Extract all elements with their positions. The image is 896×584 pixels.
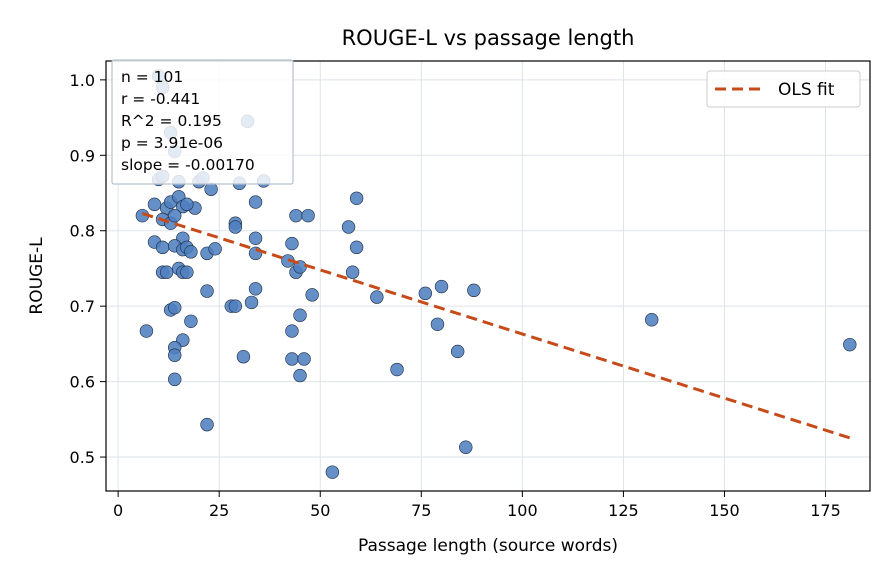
data-point <box>434 279 449 294</box>
y-tick-label: 0.7 <box>70 297 95 316</box>
data-point <box>430 317 445 331</box>
data-point <box>184 314 198 328</box>
y-tick-label: 0.6 <box>70 373 95 392</box>
data-point <box>843 337 857 352</box>
data-point <box>293 368 307 383</box>
plot-frame <box>105 60 871 492</box>
x-axis-label: Passage length (source words) <box>358 536 618 556</box>
data-point <box>459 440 473 454</box>
y-tick-label: 0.9 <box>70 146 95 165</box>
stat-n: n = 101 <box>121 68 183 86</box>
stat-r: r = -0.441 <box>121 90 200 108</box>
data-point <box>168 300 182 315</box>
legend: OLS fit <box>706 70 861 108</box>
data-point <box>301 208 315 223</box>
data-point <box>248 282 263 296</box>
data-point <box>285 236 299 251</box>
data-point <box>168 372 182 387</box>
y-tick-label: 0.5 <box>70 448 95 467</box>
legend-frame <box>706 70 861 108</box>
data-point <box>370 290 384 304</box>
data-point <box>159 265 174 279</box>
data-point <box>467 283 481 298</box>
data-point <box>147 197 162 212</box>
stat-slope: slope = -0.00170 <box>121 156 255 174</box>
data-point <box>236 350 251 364</box>
data-point <box>285 352 299 366</box>
data-point <box>349 191 364 205</box>
data-point <box>200 417 214 432</box>
x-tick-label: 50 <box>310 501 330 520</box>
x-tick-label: 175 <box>810 501 841 520</box>
axis-ticks: 0 25 50 75 100 125 150 175 0.5 0.6 0.7 0.8 0.9 1.0 <box>70 71 841 520</box>
data-point <box>168 348 182 362</box>
data-point <box>297 352 311 366</box>
data-point <box>139 324 154 338</box>
data-point <box>248 195 263 209</box>
stat-r-squared: R^2 = 0.195 <box>121 112 222 130</box>
data-point <box>248 231 263 245</box>
stat-p-value: p = 3.91e-06 <box>121 134 223 152</box>
data-point <box>645 313 659 327</box>
data-point <box>168 208 182 223</box>
data-point <box>305 288 319 302</box>
data-point <box>285 324 299 338</box>
data-point <box>450 344 465 359</box>
x-tick-label: 0 <box>113 501 123 520</box>
chart-title: ROUGE-L vs passage length <box>342 26 635 50</box>
data-point <box>248 246 263 261</box>
data-point <box>390 362 404 377</box>
stats-box: n = 101 r = -0.441 R^2 = 0.195 p = 3.91e… <box>111 59 294 185</box>
x-tick-label: 100 <box>507 501 538 520</box>
x-tick-label: 25 <box>209 501 229 520</box>
data-point <box>325 465 340 479</box>
data-point <box>184 245 198 259</box>
data-point <box>345 265 360 279</box>
data-point <box>228 299 243 313</box>
y-tick-label: 0.8 <box>70 222 95 241</box>
data-point <box>293 308 307 322</box>
legend-label-ols-fit: OLS fit <box>778 80 835 100</box>
x-tick-label: 150 <box>709 501 740 520</box>
data-point <box>155 240 170 255</box>
data-point <box>180 197 194 212</box>
data-point <box>228 220 243 234</box>
scatter-points <box>135 69 857 479</box>
stats-box-frame <box>111 59 294 185</box>
grid-lines <box>106 61 870 491</box>
y-axis-label: ROUGE-L <box>27 237 47 315</box>
data-point <box>180 265 194 279</box>
y-tick-label: 1.0 <box>70 71 95 90</box>
data-point <box>418 286 433 301</box>
data-point <box>244 295 259 310</box>
ols-fit-line <box>141 212 851 440</box>
ols-fit-layer <box>141 212 851 440</box>
x-tick-label: 75 <box>411 501 431 520</box>
data-point <box>200 284 214 298</box>
data-point <box>341 220 356 234</box>
data-point <box>289 208 303 223</box>
data-point <box>204 182 218 196</box>
x-tick-label: 125 <box>608 501 639 520</box>
data-point <box>208 242 222 256</box>
data-point <box>349 240 364 255</box>
